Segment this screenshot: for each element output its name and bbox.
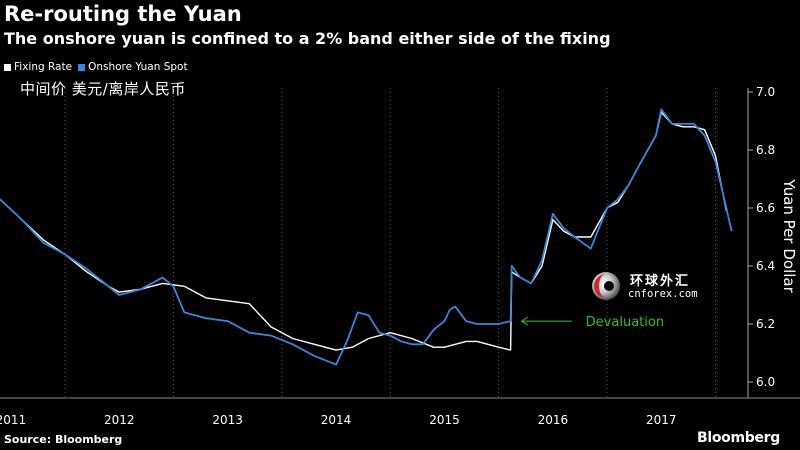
y-tick-label: 6.6 xyxy=(756,201,775,215)
annotation-label-devaluation: Devaluation xyxy=(586,315,664,330)
x-tick-label: 2016 xyxy=(538,413,569,427)
x-tick-label: 2014 xyxy=(321,413,352,427)
chart-title: Re-routing the Yuan xyxy=(4,2,242,26)
x-tick-label: 2015 xyxy=(429,413,460,427)
legend: Fixing Rate Onshore Yuan Spot xyxy=(4,61,188,73)
x-tick-label: 2012 xyxy=(104,413,135,427)
legend-swatch-spot xyxy=(78,63,86,71)
y-axis-label: Yuan Per Dollar xyxy=(780,178,798,293)
x-tick-label: 2017 xyxy=(646,413,677,427)
annotation-arrow-head xyxy=(520,316,528,326)
chinese-caption: 中间价 美元/离岸人民币 xyxy=(20,80,186,98)
bloomberg-logo: Bloomberg xyxy=(696,430,780,446)
x-tick-label: 2011 xyxy=(0,413,26,427)
y-tick-label: 6.0 xyxy=(756,375,775,389)
source-note: Source: Bloomberg xyxy=(4,433,123,446)
legend-swatch-fixing xyxy=(4,63,11,71)
x-tick-label: 2013 xyxy=(212,413,243,427)
series-line-onshore-spot xyxy=(0,108,733,366)
y-tick-label: 6.4 xyxy=(756,259,775,273)
watermark: 环球外汇 cnforex.com xyxy=(586,266,710,306)
legend-label-spot: Onshore Yuan Spot xyxy=(88,61,188,73)
legend-item-spot: Onshore Yuan Spot xyxy=(78,61,188,73)
watermark-cn-text: 环球外汇 xyxy=(630,274,691,289)
legend-label-fixing: Fixing Rate xyxy=(14,61,73,73)
cnforex-logo-icon xyxy=(592,272,620,300)
legend-item-fixing: Fixing Rate xyxy=(4,61,72,73)
y-tick-label: 6.8 xyxy=(756,143,775,157)
chart-subtitle: The onshore yuan is confined to a 2% ban… xyxy=(4,29,611,48)
watermark-en-text: cnforex.com xyxy=(628,288,698,300)
y-tick-label: 7.0 xyxy=(756,85,775,99)
y-tick-label: 6.2 xyxy=(756,317,775,331)
